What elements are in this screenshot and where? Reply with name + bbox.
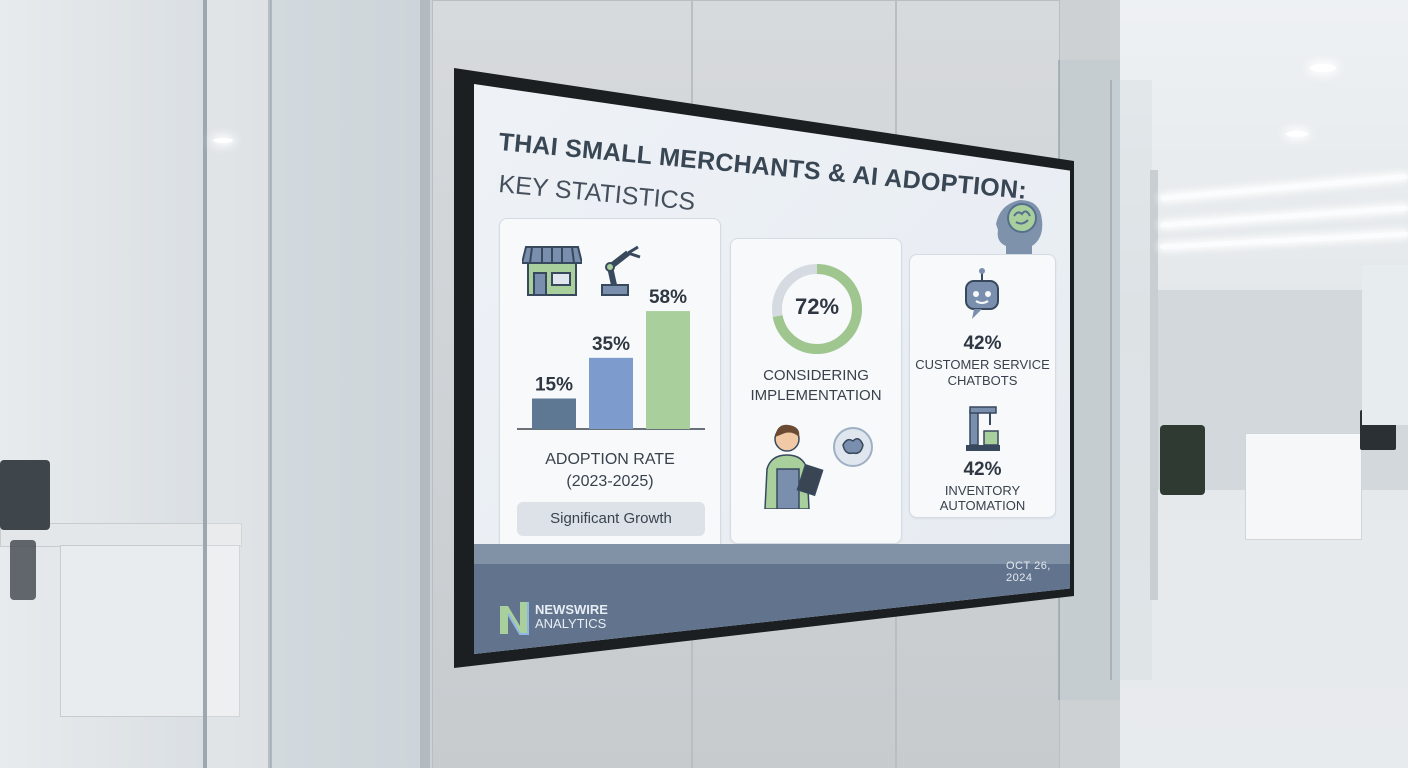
glass-panel <box>270 0 432 768</box>
growth-badge: Significant Growth Trajectory <box>517 502 705 561</box>
glass-mullion <box>203 0 207 768</box>
bar-2 <box>589 357 633 429</box>
chair-base <box>10 540 36 600</box>
logo-line2: ANALYTICS <box>535 616 607 631</box>
bar-1 <box>532 398 576 429</box>
glass-mullion <box>1150 170 1158 600</box>
chatbot-icon <box>962 267 1002 328</box>
display-date: OCT 26, 2024 <box>1006 560 1051 584</box>
bar-label-2: 35% <box>592 334 630 355</box>
inventory-label: INVENTORY AUTOMATION <box>939 483 1026 513</box>
ceiling-light <box>1310 64 1336 72</box>
ai-uses-card: 42% CUSTOMER SERVICE CHATBOTS 42% INVENT… <box>909 254 1056 518</box>
robot-arm-icon <box>594 241 644 302</box>
chatbots-label-line2: CHATBOTS <box>947 373 1018 388</box>
desk-cabinet <box>60 545 240 717</box>
ceiling-light <box>1286 131 1308 137</box>
donut-value: 72% <box>794 294 840 319</box>
glass-mullion <box>268 0 271 768</box>
office-chair <box>0 460 50 530</box>
glass-mullion <box>420 0 430 768</box>
bar-label-3: 58% <box>649 287 687 308</box>
display-screen: THAI SMALL MERCHANTS & AI ADOPTION: KEY … <box>474 84 1070 654</box>
adoption-bar-chart: 15% 35% 58% <box>517 287 705 430</box>
ceiling-light <box>213 138 233 143</box>
display-subtitle: KEY STATISTICS <box>497 170 697 217</box>
glass-panel <box>205 0 272 768</box>
inventory-robot-icon <box>962 401 1004 458</box>
storefront-icon <box>520 241 584 302</box>
donut-segment <box>772 264 862 354</box>
chatbots-label-line1: CUSTOMER SERVICE <box>915 357 1050 372</box>
merchant-tablet-illustration <box>757 417 877 514</box>
logo-line1: NEWSWIRE <box>535 602 608 617</box>
considering-card: 72% CONSIDERING IMPLEMENTATION <box>730 238 902 544</box>
newswire-logo-icon <box>498 600 530 641</box>
bar-label-1: 15% <box>535 375 573 396</box>
bar-3 <box>646 311 690 429</box>
adoption-caption-line2: (2023-2025) <box>566 473 654 490</box>
chatbots-value: 42% <box>963 333 1002 354</box>
inventory-value: 42% <box>963 459 1002 480</box>
adoption-card: 15% 35% 58% ADOPTION RATE (2023-2025) Sign… <box>499 218 721 561</box>
considering-donut-chart <box>772 264 862 354</box>
footer-band <box>474 544 1070 564</box>
glass-panel <box>1110 80 1152 680</box>
adoption-caption-line1: ADOPTION RATE <box>545 451 675 468</box>
considering-caption-line2: IMPLEMENTATION <box>750 387 882 404</box>
planter <box>1160 425 1205 495</box>
window <box>1362 265 1408 425</box>
reception-desk <box>1245 433 1362 540</box>
considering-caption-line1: CONSIDERING <box>763 367 869 384</box>
brain-head-icon <box>994 190 1046 264</box>
